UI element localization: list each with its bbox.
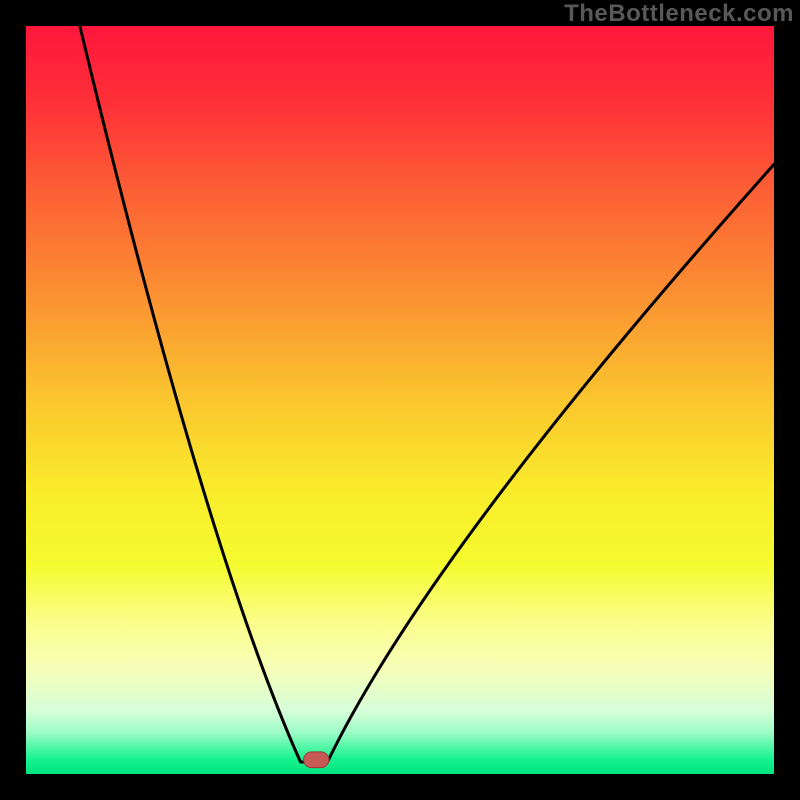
watermark-label: TheBottleneck.com bbox=[564, 0, 794, 28]
optimum-marker bbox=[304, 752, 329, 768]
plot-svg bbox=[26, 26, 774, 774]
plot-area bbox=[26, 26, 774, 774]
gradient-background bbox=[26, 26, 774, 774]
chart-frame: TheBottleneck.com bbox=[0, 0, 800, 800]
